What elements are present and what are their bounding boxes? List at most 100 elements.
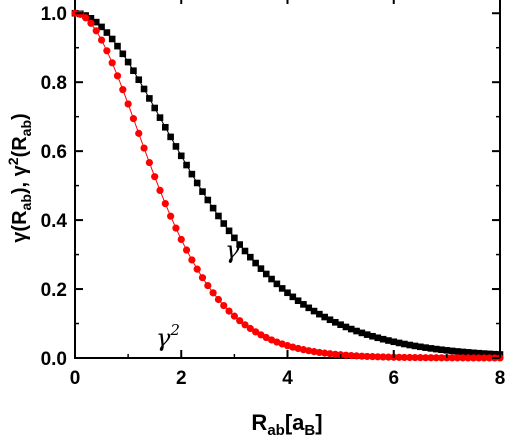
y-tick-label: 0.2	[41, 280, 67, 301]
data-point	[464, 354, 472, 362]
data-point	[310, 348, 318, 356]
data-point	[411, 353, 419, 362]
data-point	[395, 353, 403, 361]
data-point	[305, 304, 313, 312]
data-point	[252, 259, 259, 267]
x-tick-label: 0	[70, 368, 81, 389]
data-point	[162, 123, 169, 131]
plot-frame	[74, 0, 501, 359]
data-point	[369, 332, 376, 340]
data-point	[135, 76, 143, 84]
data-point	[315, 348, 323, 357]
data-point	[151, 173, 159, 181]
data-point	[321, 349, 329, 357]
data-point	[432, 354, 440, 362]
data-point	[432, 345, 440, 353]
x-axis-label: Rab[aB]	[251, 410, 322, 439]
data-point	[305, 347, 313, 355]
data-point	[172, 143, 180, 150]
data-point	[87, 15, 95, 22]
data-point	[422, 354, 430, 362]
data-point	[98, 23, 105, 31]
data-point	[273, 280, 281, 288]
data-point	[220, 301, 228, 310]
y-tick-label: 0.4	[41, 211, 68, 232]
data-point	[140, 144, 148, 152]
data-point	[453, 354, 462, 362]
data-point	[331, 350, 339, 358]
data-point	[119, 50, 127, 58]
data-point	[353, 327, 360, 335]
x-tick-label: 8	[495, 368, 505, 389]
data-point	[130, 67, 137, 75]
data-point	[448, 354, 456, 362]
data-point	[406, 353, 414, 362]
data-point	[193, 179, 201, 187]
data-point	[294, 297, 302, 305]
data-point	[491, 350, 498, 358]
plot-area	[74, 0, 501, 359]
data-point	[268, 275, 275, 283]
data-point	[337, 321, 344, 328]
data-point	[257, 265, 265, 272]
data-point	[236, 317, 244, 325]
series-gamma	[71, 9, 504, 358]
data-point	[172, 224, 180, 232]
data-point	[92, 18, 100, 26]
data-point	[379, 353, 387, 361]
data-point	[390, 338, 398, 346]
data-point	[310, 307, 318, 315]
data-point	[411, 342, 419, 350]
data-point	[241, 321, 249, 329]
y-tick-label: 1.0	[41, 4, 67, 25]
data-point	[363, 331, 371, 338]
data-point	[151, 104, 158, 112]
data-point	[198, 274, 207, 282]
data-point	[167, 212, 175, 220]
data-point	[321, 313, 328, 321]
data-point	[326, 350, 334, 358]
data-point	[246, 324, 254, 333]
series-line	[74, 12, 500, 359]
data-point	[209, 289, 217, 297]
data-point	[177, 235, 185, 244]
data-point	[145, 158, 153, 167]
series-line	[74, 12, 501, 355]
data-point	[316, 310, 323, 318]
data-point	[161, 199, 169, 208]
data-point	[108, 59, 116, 67]
data-point	[422, 344, 429, 351]
data-point	[427, 354, 435, 362]
data-point	[448, 347, 456, 355]
data-point	[470, 349, 477, 357]
data-point	[188, 170, 196, 178]
data-point	[108, 35, 116, 43]
data-point	[289, 293, 297, 301]
data-point	[459, 354, 467, 362]
data-point	[416, 354, 424, 362]
data-point	[278, 285, 286, 292]
data-point	[193, 265, 201, 273]
data-point	[352, 352, 361, 360]
data-point	[347, 351, 355, 360]
data-point	[182, 246, 191, 254]
data-point	[406, 341, 413, 349]
data-point	[225, 307, 233, 315]
data-point	[97, 36, 106, 44]
data-point	[475, 354, 483, 362]
ticks-layer: 0 2 4 6 8 0.0 0.2 0.4 0.6 0.8 1.0	[41, 0, 505, 389]
data-point	[119, 86, 127, 94]
data-point	[247, 253, 254, 261]
data-point	[427, 345, 435, 352]
x-tick-label: 2	[176, 368, 187, 389]
data-point	[231, 234, 238, 242]
data-point	[443, 347, 451, 354]
data-point	[363, 352, 371, 361]
data-point	[124, 58, 132, 66]
data-point	[236, 241, 243, 248]
data-point	[257, 331, 265, 339]
data-point	[140, 85, 148, 93]
data-point	[384, 353, 393, 361]
data-point	[454, 348, 461, 355]
data-point	[156, 114, 164, 121]
